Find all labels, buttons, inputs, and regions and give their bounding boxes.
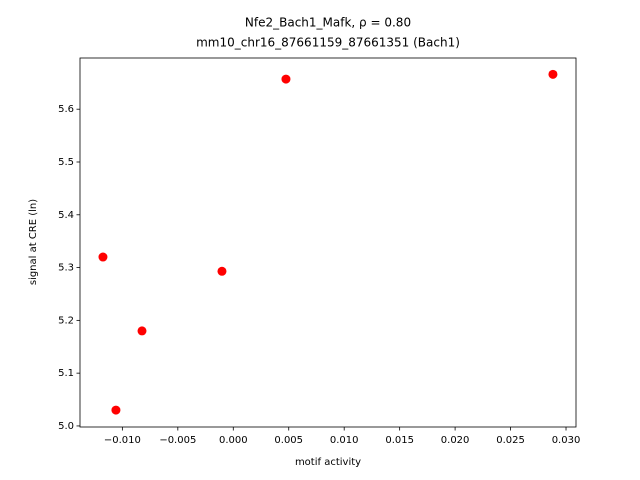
x-tick-label: 0.030 bbox=[552, 435, 581, 446]
y-tick-label: 5.0 bbox=[58, 421, 74, 432]
point bbox=[548, 69, 558, 79]
x-tick-label: 0.010 bbox=[330, 435, 359, 446]
y-tick-label: 5.3 bbox=[58, 263, 74, 274]
y-tick-label: 5.5 bbox=[58, 157, 74, 168]
y-axis-label: signal at CRE (ln) bbox=[28, 199, 39, 285]
chart-title: Nfe2_Bach1_Mafk, ρ = 0.80 bbox=[245, 16, 411, 30]
x-tick-label: 0.020 bbox=[441, 435, 470, 446]
point bbox=[137, 326, 147, 336]
chart-subtitle: mm10_chr16_87661159_87661351 (Bach1) bbox=[196, 36, 460, 50]
y-tick-label: 5.2 bbox=[58, 315, 74, 326]
x-tick-label: 0.000 bbox=[219, 435, 248, 446]
x-tick-label: −0.005 bbox=[159, 435, 196, 446]
x-tick-label: 0.015 bbox=[385, 435, 414, 446]
point bbox=[281, 74, 291, 84]
point bbox=[98, 252, 108, 262]
y-tick-label: 5.6 bbox=[58, 104, 74, 115]
point bbox=[111, 405, 121, 415]
x-axis-label: motif activity bbox=[295, 457, 361, 468]
x-tick-label: −0.010 bbox=[104, 435, 141, 446]
y-tick-label: 5.1 bbox=[58, 368, 74, 379]
y-tick-label: 5.4 bbox=[58, 210, 74, 221]
x-tick-label: 0.025 bbox=[496, 435, 525, 446]
x-tick-label: 0.005 bbox=[274, 435, 303, 446]
axes-frame bbox=[79, 57, 577, 428]
point bbox=[217, 266, 227, 276]
